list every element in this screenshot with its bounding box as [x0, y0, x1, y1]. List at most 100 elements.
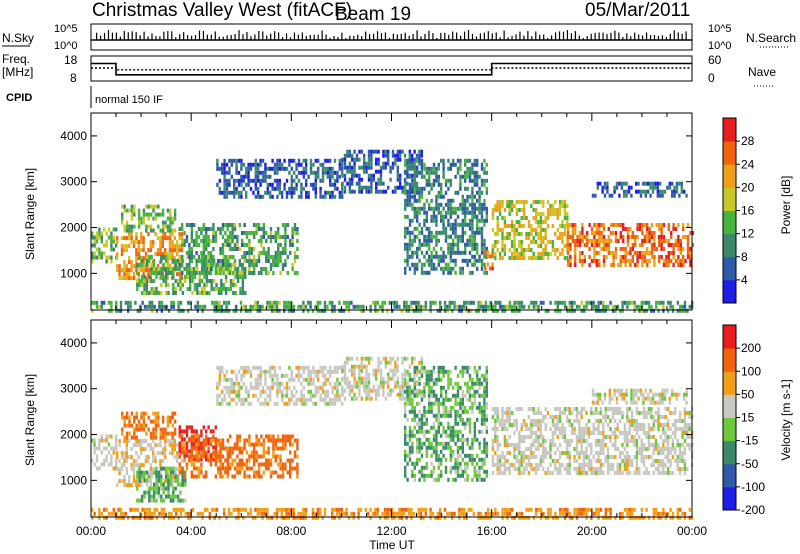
- heatmap-cell: [248, 247, 251, 251]
- heatmap-cell: [273, 166, 277, 171]
- heatmap-cell: [483, 242, 486, 247]
- heatmap-cell: [221, 170, 224, 175]
- heatmap-cell: [230, 389, 233, 394]
- heatmap-cell: [473, 262, 476, 267]
- heatmap-cell: [503, 236, 507, 240]
- heatmap-cell: [391, 368, 395, 373]
- heatmap-cell: [459, 270, 462, 275]
- heatmap-cell: [243, 438, 246, 443]
- heatmap-cell: [128, 483, 131, 488]
- heatmap-cell: [661, 193, 664, 198]
- heatmap-cell: [183, 474, 186, 479]
- heatmap-cell: [408, 230, 412, 235]
- heatmap-cell: [420, 242, 424, 247]
- heatmap-cell: [147, 427, 150, 432]
- heatmap-cell: [539, 224, 543, 228]
- heatmap-cell: [408, 401, 412, 406]
- heatmap-cell: [331, 304, 334, 309]
- heatmap-cell: [224, 239, 227, 243]
- heatmap-cell: [140, 268, 143, 273]
- heatmap-cell: [312, 162, 315, 167]
- heatmap-cell: [152, 267, 156, 271]
- heatmap-cell: [255, 450, 258, 455]
- heatmap-cell: [285, 389, 289, 394]
- heatmap-cell: [348, 181, 351, 186]
- heatmap-cell: [682, 247, 685, 251]
- heatmap-cell: [367, 189, 371, 194]
- heatmap-cell: [253, 474, 256, 479]
- heatmap-cell: [546, 212, 550, 216]
- heatmap-cell: [238, 458, 241, 463]
- heatmap-cell: [138, 267, 141, 271]
- heatmap-cell: [404, 401, 407, 406]
- heatmap-cell: [237, 369, 241, 374]
- heatmap-cell: [432, 262, 436, 267]
- heatmap-cell: [590, 243, 594, 247]
- heatmap-cell: [230, 377, 233, 382]
- heatmap-cell: [406, 417, 409, 422]
- heatmap-cell: [341, 170, 344, 175]
- heatmap-cell: [363, 364, 366, 369]
- heatmap-cell: [461, 234, 464, 239]
- heatmap-cell: [314, 170, 317, 175]
- heatmap-cell: [430, 250, 433, 255]
- heatmap-cell: [578, 304, 581, 309]
- heatmap-cell: [413, 182, 416, 187]
- heatmap-cell: [250, 251, 253, 255]
- heatmap-cell: [518, 300, 521, 305]
- heatmap-cell: [160, 271, 163, 275]
- heatmap-cell: [405, 304, 408, 309]
- nsky-bar: [190, 35, 193, 40]
- nsky-bar: [487, 31, 489, 40]
- heatmap-cell: [223, 308, 226, 313]
- heatmap-cell: [219, 259, 222, 263]
- heatmap-cell: [539, 228, 543, 232]
- heatmap-cell: [610, 239, 613, 243]
- heatmap-cell: [269, 474, 273, 479]
- heatmap-cell: [351, 181, 354, 186]
- heatmap-cell: [162, 466, 165, 471]
- heatmap-cell: [574, 255, 577, 259]
- heatmap-cell: [404, 429, 407, 434]
- heatmap-cell: [200, 271, 203, 275]
- heatmap-cell: [274, 263, 277, 267]
- heatmap-cell: [440, 401, 443, 406]
- heatmap-cell: [428, 254, 431, 259]
- heatmap-cell: [559, 300, 562, 305]
- heatmap-cell: [244, 275, 247, 279]
- heatmap-cell: [207, 235, 210, 239]
- heatmap-cell: [225, 401, 229, 406]
- heatmap-cell: [132, 471, 136, 476]
- heatmap-cell: [408, 186, 412, 191]
- heatmap-cell: [174, 279, 177, 283]
- heatmap-cell: [442, 158, 445, 163]
- heatmap-cell: [597, 300, 600, 305]
- heatmap-cell: [205, 279, 209, 283]
- heatmap-cell: [214, 458, 217, 463]
- heatmap-cell: [276, 389, 279, 394]
- heatmap-cell: [583, 304, 586, 309]
- heatmap-cell: [174, 466, 177, 471]
- heatmap-cell: [448, 304, 451, 309]
- heatmap-cell: [264, 397, 267, 402]
- heatmap-cell: [148, 304, 151, 309]
- heatmap-cell: [673, 189, 676, 194]
- heatmap-cell: [245, 450, 249, 455]
- nsky-bar: [230, 34, 232, 40]
- heatmap-cell: [285, 381, 289, 386]
- heatmap-cell: [245, 389, 248, 394]
- heatmap-cell: [143, 490, 146, 495]
- heatmap-cell: [233, 259, 237, 263]
- heatmap-cell: [650, 304, 653, 309]
- heatmap-cell: [166, 260, 169, 265]
- nsky-bar: [416, 30, 418, 40]
- heatmap-cell: [243, 267, 246, 271]
- heatmap-cell: [496, 220, 499, 224]
- heatmap-cell: [558, 212, 562, 216]
- heatmap-cell: [169, 415, 172, 420]
- heatmap-cell: [430, 234, 433, 239]
- heatmap-cell: [547, 308, 550, 313]
- heatmap-cell: [226, 470, 229, 475]
- nsky-bar: [570, 33, 572, 40]
- heatmap-cell: [351, 169, 354, 174]
